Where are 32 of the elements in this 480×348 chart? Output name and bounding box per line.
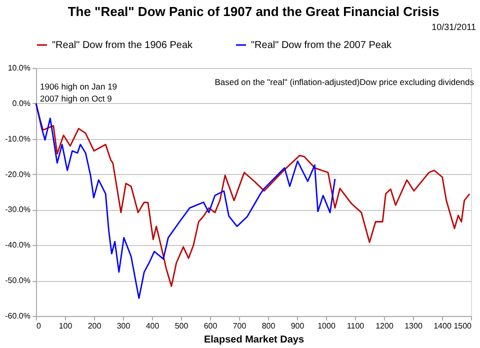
x-tick-label: 900 <box>290 322 305 330</box>
x-tick-label: 400 <box>146 322 160 330</box>
x-tick-label: 700 <box>232 322 247 330</box>
y-tick-label: 0.0% <box>12 98 30 108</box>
y-tick-label: 10.0% <box>8 64 30 72</box>
y-tick-label: -60.0% <box>5 312 30 320</box>
text: 10/31/2011 <box>432 22 476 32</box>
legend-label: "Real" Dow from the 2007 Peak <box>251 40 393 51</box>
x-tick-label: 200 <box>88 322 102 330</box>
x-tick-label: 800 <box>262 322 276 330</box>
annotation: 1906 high on Jan 19 2007 high on Oct 9 <box>40 81 118 104</box>
x-tick-label: 0 <box>36 322 42 330</box>
y-tick-label: -10.0% <box>5 134 30 144</box>
y-tick-label: -20.0% <box>5 170 30 179</box>
annotation: Based on the "real" (inflation-adjusted)Dow price excluding dividends <box>214 77 474 87</box>
x-tick-label: 1000 <box>318 322 336 330</box>
y-tick-label: -50.0% <box>5 276 30 286</box>
y-tick-label: -40.0% <box>5 240 30 250</box>
x-axis-title: Elapsed Market Days <box>204 334 304 346</box>
x-tick-label: 1500 <box>454 322 472 330</box>
x-tick-label: 500 <box>174 322 189 330</box>
x-tick-label: 1400 <box>434 322 452 330</box>
y-tick-label: -30.0% <box>5 205 30 214</box>
x-tick-label: 300 <box>116 322 131 330</box>
x-tick-label: 1300 <box>404 322 423 330</box>
legend-label: "Real" Dow from the 1906 Peak <box>52 40 194 51</box>
line-series <box>35 102 336 299</box>
x-tick-label: 1100 <box>346 322 365 330</box>
chart-title: The "Real" Dow Panic of 1907 and the Great Financial Crisis <box>68 4 440 19</box>
x-tick-label: 1200 <box>376 322 394 330</box>
x-tick-label: 100 <box>58 322 73 330</box>
x-tick-label: 600 <box>204 322 218 330</box>
